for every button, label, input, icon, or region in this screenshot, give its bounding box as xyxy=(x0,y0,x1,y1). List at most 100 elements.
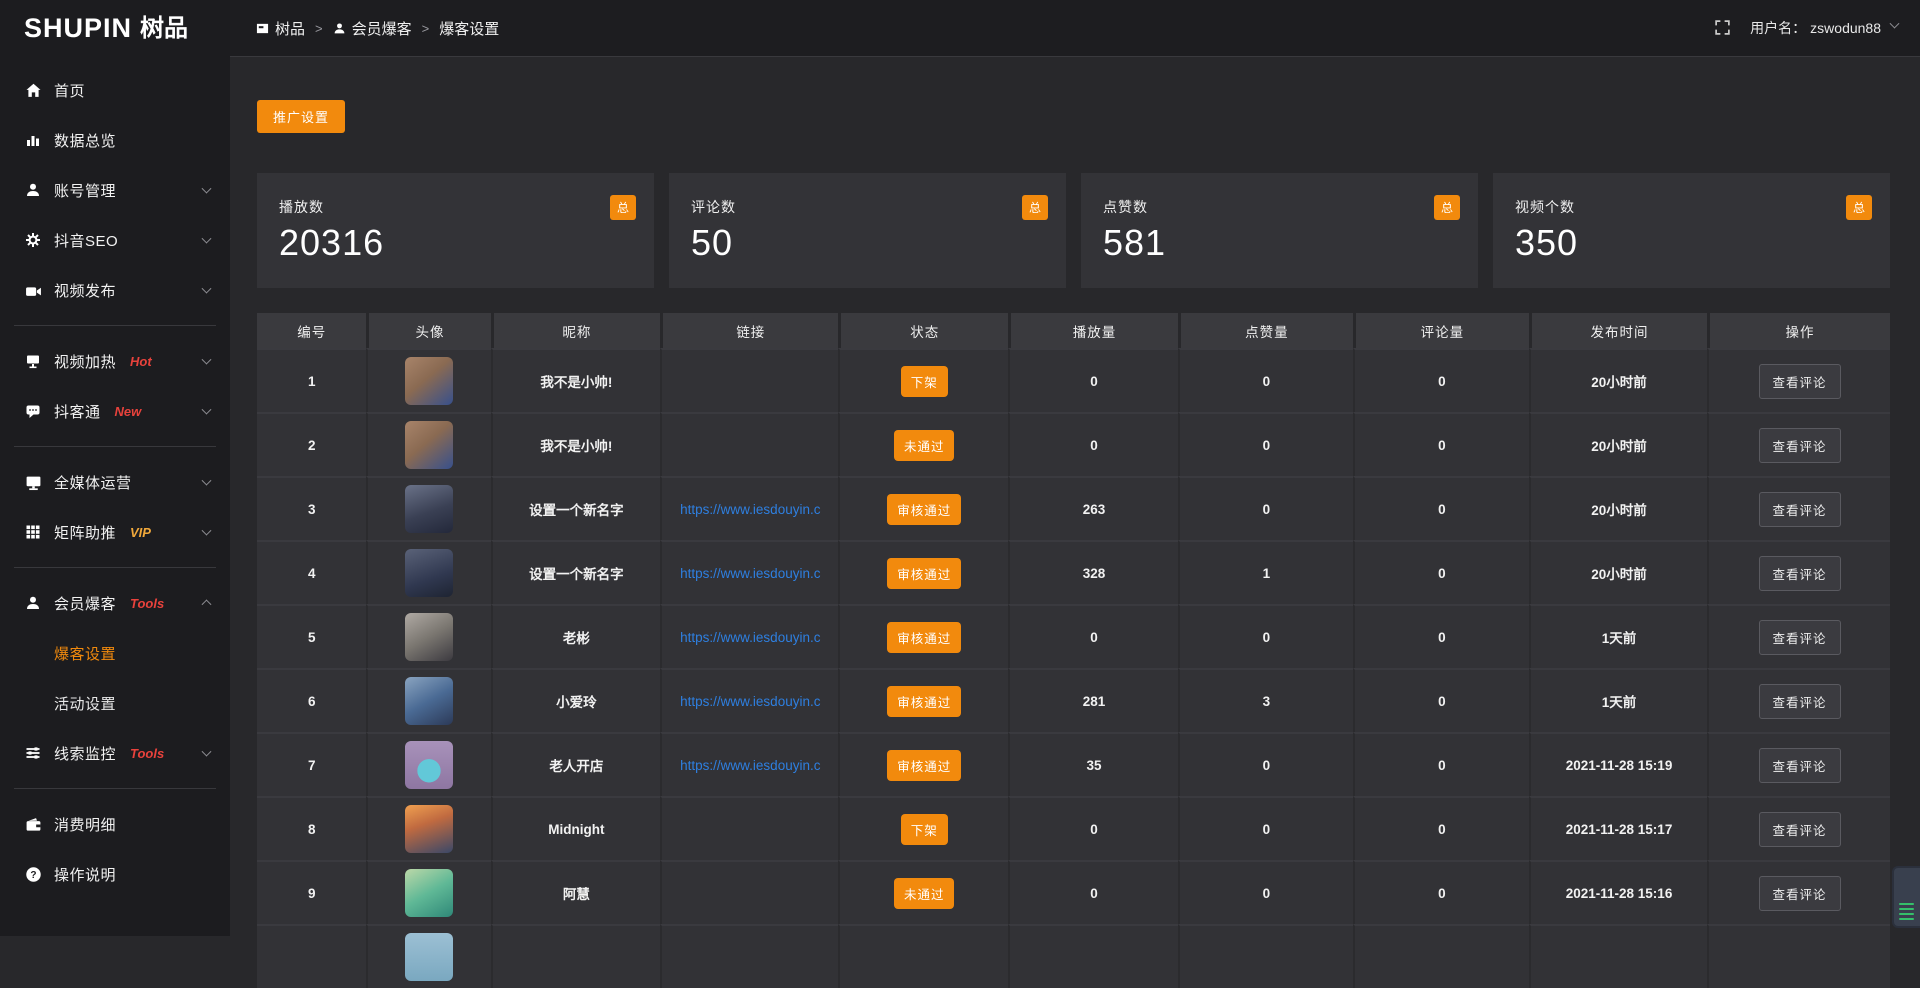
sidebar-item-data-overview[interactable]: 数据总览 xyxy=(0,115,230,165)
chevron-down-icon xyxy=(1889,18,1900,29)
sidebar-item-account-management[interactable]: 账号管理 xyxy=(0,165,230,215)
hot-tag: Hot xyxy=(130,353,152,369)
publish-time: 1天前 xyxy=(1529,668,1708,732)
nickname: 设置一个新名字 xyxy=(490,476,661,540)
sidebar-item-douketong[interactable]: 抖客通 New xyxy=(0,386,230,436)
sidebar-item-matrix-boost[interactable]: 矩阵助推 VIP xyxy=(0,507,230,557)
nickname: 小爱玲 xyxy=(490,668,661,732)
sidebar-item-home[interactable]: 首页 xyxy=(0,65,230,115)
view-comments-button[interactable]: 查看评论 xyxy=(1758,363,1841,399)
video-link[interactable]: https://www.iesdouyin.c xyxy=(680,565,821,581)
logo-text-en: SHUPIN xyxy=(24,13,133,43)
floating-widget[interactable] xyxy=(1892,866,1920,928)
video-link[interactable]: https://www.iesdouyin.c xyxy=(680,693,821,709)
video-link[interactable]: https://www.iesdouyin.c xyxy=(680,501,821,517)
breadcrumb-parent[interactable]: 会员爆客 xyxy=(333,18,412,39)
topbar: 树品 > 会员爆客 > 爆客设置 用户名： zswodun88 xyxy=(230,0,1920,57)
view-comments-button[interactable]: 查看评论 xyxy=(1758,683,1841,719)
view-comments-button[interactable]: 查看评论 xyxy=(1758,747,1841,783)
view-comments-button[interactable]: 查看评论 xyxy=(1758,491,1841,527)
vip-tag: VIP xyxy=(130,524,151,540)
column-header: 编号 xyxy=(257,313,367,348)
avatar xyxy=(405,677,454,725)
stat-value: 20316 xyxy=(279,222,385,263)
sidebar-subitem-label: 爆客设置 xyxy=(54,645,117,663)
row-id: 6 xyxy=(257,668,367,732)
sidebar-item-label: 操作说明 xyxy=(54,866,117,884)
sidebar-item-spending-details[interactable]: 消费明细 xyxy=(0,799,230,849)
publish-time: 20小时前 xyxy=(1529,476,1708,540)
breadcrumb-separator: > xyxy=(421,20,430,36)
person-icon xyxy=(333,22,346,35)
chevron-down-icon xyxy=(201,354,212,365)
screen-icon xyxy=(24,352,42,370)
sidebar: SHUPIN 树品 首页 数据总览 账号管理 xyxy=(0,0,230,936)
sidebar-item-member-baoke[interactable]: 会员爆客 Tools xyxy=(0,578,230,628)
nickname: Midnight xyxy=(490,796,661,860)
wallet-icon xyxy=(24,815,42,833)
user-icon xyxy=(24,181,42,199)
sidebar-item-label: 抖客通 xyxy=(54,403,101,421)
comments-count: 0 xyxy=(1352,540,1530,604)
column-header: 发布时间 xyxy=(1529,313,1708,348)
fullscreen-icon[interactable] xyxy=(1714,19,1732,37)
chevron-down-icon xyxy=(201,283,212,294)
sidebar-item-label: 线索监控 xyxy=(54,745,117,763)
table-row: 5 老彬 https://www.iesdouyin.c 审核通过 0 0 0 … xyxy=(257,604,1890,668)
stat-value: 350 xyxy=(1515,222,1579,263)
chat-bubble-icon xyxy=(24,402,42,420)
publish-time: 20小时前 xyxy=(1529,348,1708,412)
video-link[interactable]: https://www.iesdouyin.c xyxy=(680,757,821,773)
table-row-partial xyxy=(257,924,1890,988)
main-content: 推广设置 播放数 20316 总 评论数 50 总 点赞数 581 总 视频个数… xyxy=(230,57,1920,988)
sidebar-item-all-media[interactable]: 全媒体运营 xyxy=(0,457,230,507)
comments-count: 0 xyxy=(1352,860,1530,924)
likes-count: 0 xyxy=(1177,412,1353,476)
user-menu[interactable]: 用户名： zswodun88 xyxy=(1750,18,1900,38)
view-comments-button[interactable]: 查看评论 xyxy=(1758,875,1841,911)
stat-label: 视频个数 xyxy=(1515,199,1575,215)
publish-time: 1天前 xyxy=(1529,604,1708,668)
view-comments-button[interactable]: 查看评论 xyxy=(1758,811,1841,847)
avatar xyxy=(405,933,454,981)
breadcrumb-root-label: 树品 xyxy=(275,20,306,38)
avatar xyxy=(405,421,454,469)
plays-count: 328 xyxy=(1008,540,1178,604)
chevron-down-icon xyxy=(201,746,212,757)
stat-card-plays: 播放数 20316 总 xyxy=(257,173,654,288)
widget-bar-decoration xyxy=(1899,908,1914,910)
tools-tag: Tools xyxy=(130,595,165,611)
sidebar-item-label: 数据总览 xyxy=(54,132,117,150)
publish-time: 2021-11-28 15:17 xyxy=(1529,796,1708,860)
grid-icon xyxy=(24,523,42,541)
video-link[interactable]: https://www.iesdouyin.c xyxy=(680,629,821,645)
sidebar-item-video-publish[interactable]: 视频发布 xyxy=(0,265,230,315)
sidebar-item-douyin-seo[interactable]: 抖音SEO xyxy=(0,215,230,265)
view-comments-button[interactable]: 查看评论 xyxy=(1758,619,1841,655)
sidebar-item-lead-monitoring[interactable]: 线索监控 Tools xyxy=(0,728,230,778)
row-id: 4 xyxy=(257,540,367,604)
nickname: 设置一个新名字 xyxy=(490,540,661,604)
sidebar-item-label: 首页 xyxy=(54,82,86,100)
view-comments-button[interactable]: 查看评论 xyxy=(1758,555,1841,591)
likes-count: 0 xyxy=(1177,732,1353,796)
promotion-settings-button[interactable]: 推广设置 xyxy=(257,100,346,133)
status-badge: 下架 xyxy=(900,813,948,845)
sidebar-item-label: 抖音SEO xyxy=(54,232,119,250)
column-header: 点赞量 xyxy=(1177,313,1353,348)
view-comments-button[interactable]: 查看评论 xyxy=(1758,427,1841,463)
sidebar-subitem-activity-settings[interactable]: 活动设置 xyxy=(0,678,230,728)
chevron-down-icon xyxy=(201,404,212,415)
column-header: 昵称 xyxy=(490,313,661,348)
likes-count: 1 xyxy=(1177,540,1353,604)
nickname: 老人开店 xyxy=(490,732,661,796)
breadcrumb-root[interactable]: 树品 xyxy=(256,18,305,39)
publish-time: 2021-11-28 15:16 xyxy=(1529,860,1708,924)
sidebar-item-instructions[interactable]: ? 操作说明 xyxy=(0,849,230,899)
sidebar-item-video-heat[interactable]: 视频加热 Hot xyxy=(0,336,230,386)
plays-count: 0 xyxy=(1008,348,1178,412)
sidebar-subitem-baoke-settings[interactable]: 爆客设置 xyxy=(0,628,230,678)
status-badge: 未通过 xyxy=(893,429,955,461)
avatar xyxy=(405,613,454,661)
question-circle-icon: ? xyxy=(24,865,42,883)
